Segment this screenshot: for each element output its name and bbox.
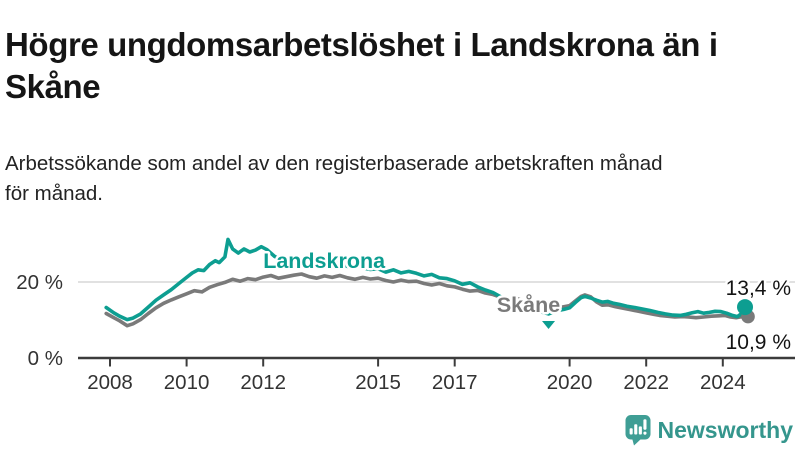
chart-bubble-icon [625, 415, 651, 446]
x-tick-label-2022: 2022 [623, 371, 669, 394]
value-label-landskrona: 13,4 % [726, 277, 791, 300]
series-label-skåne: Skåne [497, 293, 560, 317]
x-tick-label-2012: 2012 [240, 371, 286, 394]
x-tick-label-2010: 2010 [164, 371, 210, 394]
series-line-landskrona [104, 237, 747, 322]
series-endpoint-dot-landskrona [737, 299, 754, 316]
x-tick-label-2008: 2008 [87, 371, 133, 394]
x-tick-label-2024: 2024 [700, 371, 746, 394]
y-tick-label-0: 0 % [28, 347, 63, 370]
y-tick-label-20: 20 % [16, 271, 63, 294]
x-tick-label-2015: 2015 [355, 371, 401, 394]
series-label-landskrona: Landskrona [263, 249, 386, 273]
series-line-skåne [104, 272, 747, 328]
x-tick-label-2017: 2017 [432, 371, 478, 394]
x-tick-label-2020: 2020 [547, 371, 593, 394]
newsworthy-logo: Newsworthy [625, 414, 793, 446]
min-marker-triangle-icon [542, 321, 556, 329]
page-subtitle: Arbetssökande som andel av den registerb… [5, 151, 663, 206]
value-label-skane: 10,9 % [726, 331, 791, 354]
newsworthy-logo-text: Newsworthy [657, 416, 793, 443]
page-title: Högre ungdomsarbetslöshet i Landskrona ä… [5, 26, 718, 105]
